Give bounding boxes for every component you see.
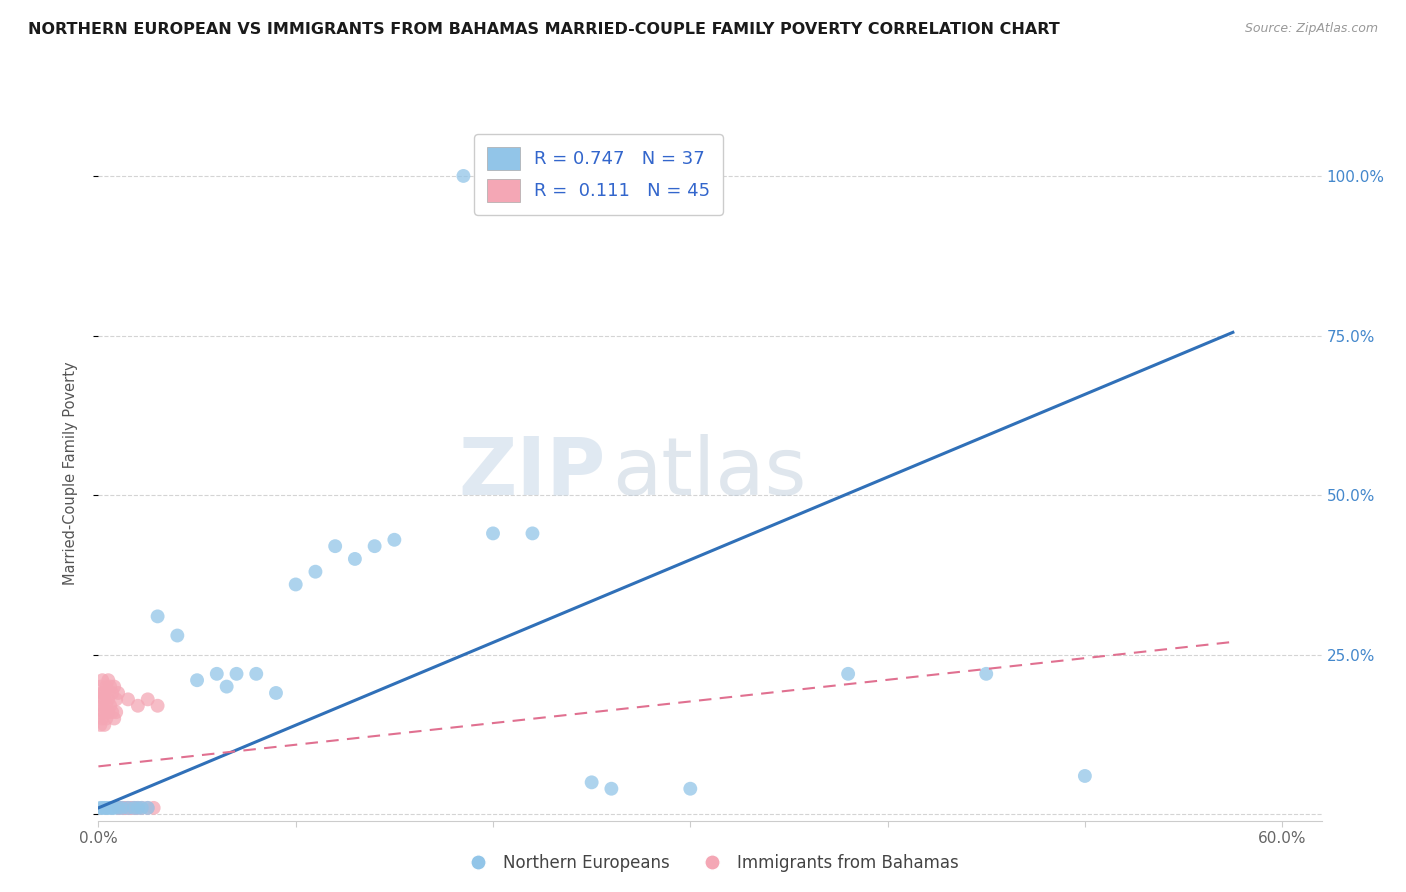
Point (105, 692, 128, 706)
Point (111, 801, 134, 815)
Point (97, 705, 120, 719)
Point (581, 775, 603, 789)
Point (98, 680, 121, 694)
Point (146, 698, 169, 713)
Point (89, 692, 111, 706)
Point (146, 609, 169, 624)
Point (103, 801, 125, 815)
Point (115, 801, 138, 815)
Point (89, 680, 111, 694)
Point (117, 801, 139, 815)
Point (112, 801, 135, 815)
Point (323, 539, 346, 553)
Point (343, 552, 366, 566)
Point (107, 801, 129, 815)
Point (93, 801, 115, 815)
Point (264, 686, 287, 700)
Point (97, 801, 120, 815)
Point (91, 673, 114, 688)
Point (974, 666, 997, 681)
Point (107, 801, 129, 815)
Point (107, 686, 129, 700)
Point (125, 801, 148, 815)
Point (245, 666, 267, 681)
Point (89, 801, 111, 815)
Point (96, 801, 118, 815)
Point (122, 801, 145, 815)
Point (136, 801, 159, 815)
Point (98, 801, 121, 815)
Point (93, 686, 115, 700)
Point (131, 801, 153, 815)
Point (97, 692, 120, 706)
Point (91, 698, 114, 713)
Point (304, 565, 326, 579)
Point (215, 680, 238, 694)
Text: NORTHERN EUROPEAN VS IMMIGRANTS FROM BAHAMAS MARRIED-COUPLE FAMILY POVERTY CORRE: NORTHERN EUROPEAN VS IMMIGRANTS FROM BAH… (28, 22, 1060, 37)
Point (837, 666, 859, 681)
Point (1074, 769, 1097, 783)
Point (89, 705, 111, 719)
Point (98, 698, 121, 713)
Point (600, 781, 623, 796)
Point (93, 705, 115, 719)
Point (453, 169, 475, 183)
Point (103, 680, 125, 694)
Point (127, 801, 149, 815)
Point (522, 526, 544, 541)
Point (122, 801, 145, 815)
Point (166, 628, 188, 642)
Text: ZIP: ZIP (458, 434, 606, 512)
Text: Source: ZipAtlas.com: Source: ZipAtlas.com (1244, 22, 1378, 36)
Point (101, 705, 124, 719)
Point (121, 801, 143, 815)
Point (186, 673, 208, 688)
Point (103, 712, 125, 726)
Point (205, 666, 228, 681)
Text: atlas: atlas (612, 434, 807, 512)
Point (363, 539, 385, 553)
Point (482, 526, 505, 541)
Point (91, 686, 114, 700)
Point (111, 801, 134, 815)
Point (89, 718, 111, 732)
Point (91, 801, 114, 815)
Point (101, 801, 124, 815)
Point (382, 533, 405, 547)
Point (225, 666, 247, 681)
Point (679, 781, 702, 796)
Point (96, 712, 118, 726)
Point (127, 801, 149, 815)
Y-axis label: Married-Couple Family Poverty: Married-Couple Family Poverty (63, 361, 77, 584)
Point (142, 801, 165, 815)
Point (97, 673, 120, 688)
Point (131, 801, 153, 815)
Point (127, 698, 149, 713)
Point (105, 705, 128, 719)
Point (117, 801, 139, 815)
Point (117, 692, 139, 706)
Point (96, 698, 118, 713)
Point (101, 686, 124, 700)
Point (136, 692, 159, 706)
Legend: Northern Europeans, Immigrants from Bahamas: Northern Europeans, Immigrants from Baha… (456, 847, 965, 879)
Point (118, 801, 141, 815)
Point (96, 680, 118, 694)
Point (93, 718, 115, 732)
Point (284, 577, 307, 591)
Point (91, 712, 114, 726)
Point (136, 801, 159, 815)
Point (93, 692, 115, 706)
Point (108, 801, 131, 815)
